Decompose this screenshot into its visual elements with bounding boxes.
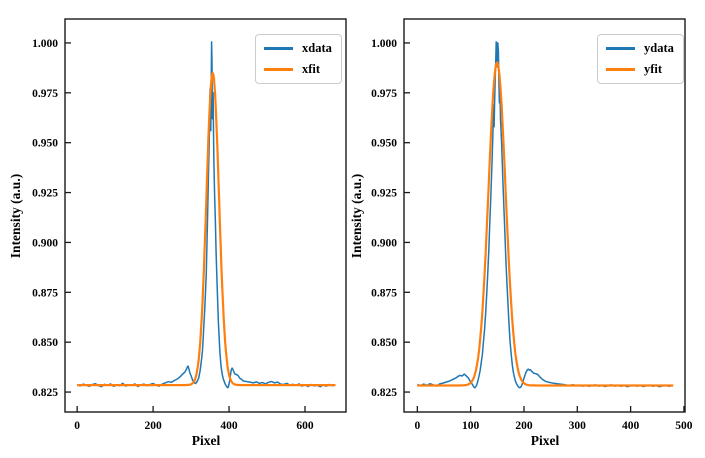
y-tick-label: 0.850 [32,337,58,349]
x-tick-label: 200 [144,420,162,432]
y-tick-label: 0.825 [32,387,58,399]
x-axis-label-right: Pixel [530,433,560,448]
y-tick-label: 0.875 [371,287,397,299]
axes-frame [64,18,347,413]
legend-left: xdata xfit [255,34,342,84]
x-tick-label: 300 [569,420,587,432]
y-tick-label: 1.000 [32,38,58,50]
legend-entry-xdata: xdata [264,40,332,57]
yfit-line-swatch [606,68,635,71]
x-tick-label: 500 [675,420,693,432]
x-tick-label: 0 [74,420,80,432]
x-tick-label: 200 [515,420,533,432]
y-axis-label-right: Intensity (a.u.) [349,173,364,259]
y-tick-label: 0.825 [371,387,397,399]
legend-right: ydata yfit [597,34,684,84]
y-tick-label: 0.950 [32,138,58,150]
legend-label-xdata: xdata [302,41,332,56]
legend-label-ydata: ydata [644,41,674,56]
y-tick-label: 0.850 [371,337,397,349]
x-tick-label: 400 [622,420,640,432]
y-tick-label: 0.975 [32,88,58,100]
y-tick-label: 0.975 [371,88,397,100]
series-line-yfit [417,61,674,387]
legend-entry-xfit: xfit [264,61,332,78]
x-axis-label-left: Pixel [191,433,221,448]
legend-label-xfit: xfit [302,62,321,77]
series-line-xfit [76,72,336,387]
xdata-line-swatch [264,47,293,50]
y-tick-label: 0.900 [32,237,58,249]
x-tick-label: 0 [414,420,420,432]
y-axis-label-left: Intensity (a.u.) [8,173,23,259]
y-tick-label: 0.925 [32,188,58,200]
series-line-ydata [417,41,673,389]
y-tick-label: 0.875 [32,287,58,299]
ydata-line-swatch [606,47,635,50]
y-tick-label: 0.950 [371,138,397,150]
legend-entry-yfit: yfit [606,61,674,78]
y-tick-label: 0.925 [371,188,397,200]
legend-label-yfit: yfit [644,62,663,77]
x-tick-label: 400 [220,420,238,432]
x-tick-label: 600 [296,420,314,432]
y-tick-label: 0.900 [371,237,397,249]
y-tick-label: 1.000 [371,38,397,50]
xfit-line-swatch [264,68,293,71]
x-tick-label: 100 [462,420,480,432]
axes-frame [403,18,686,413]
legend-entry-ydata: ydata [606,40,674,57]
